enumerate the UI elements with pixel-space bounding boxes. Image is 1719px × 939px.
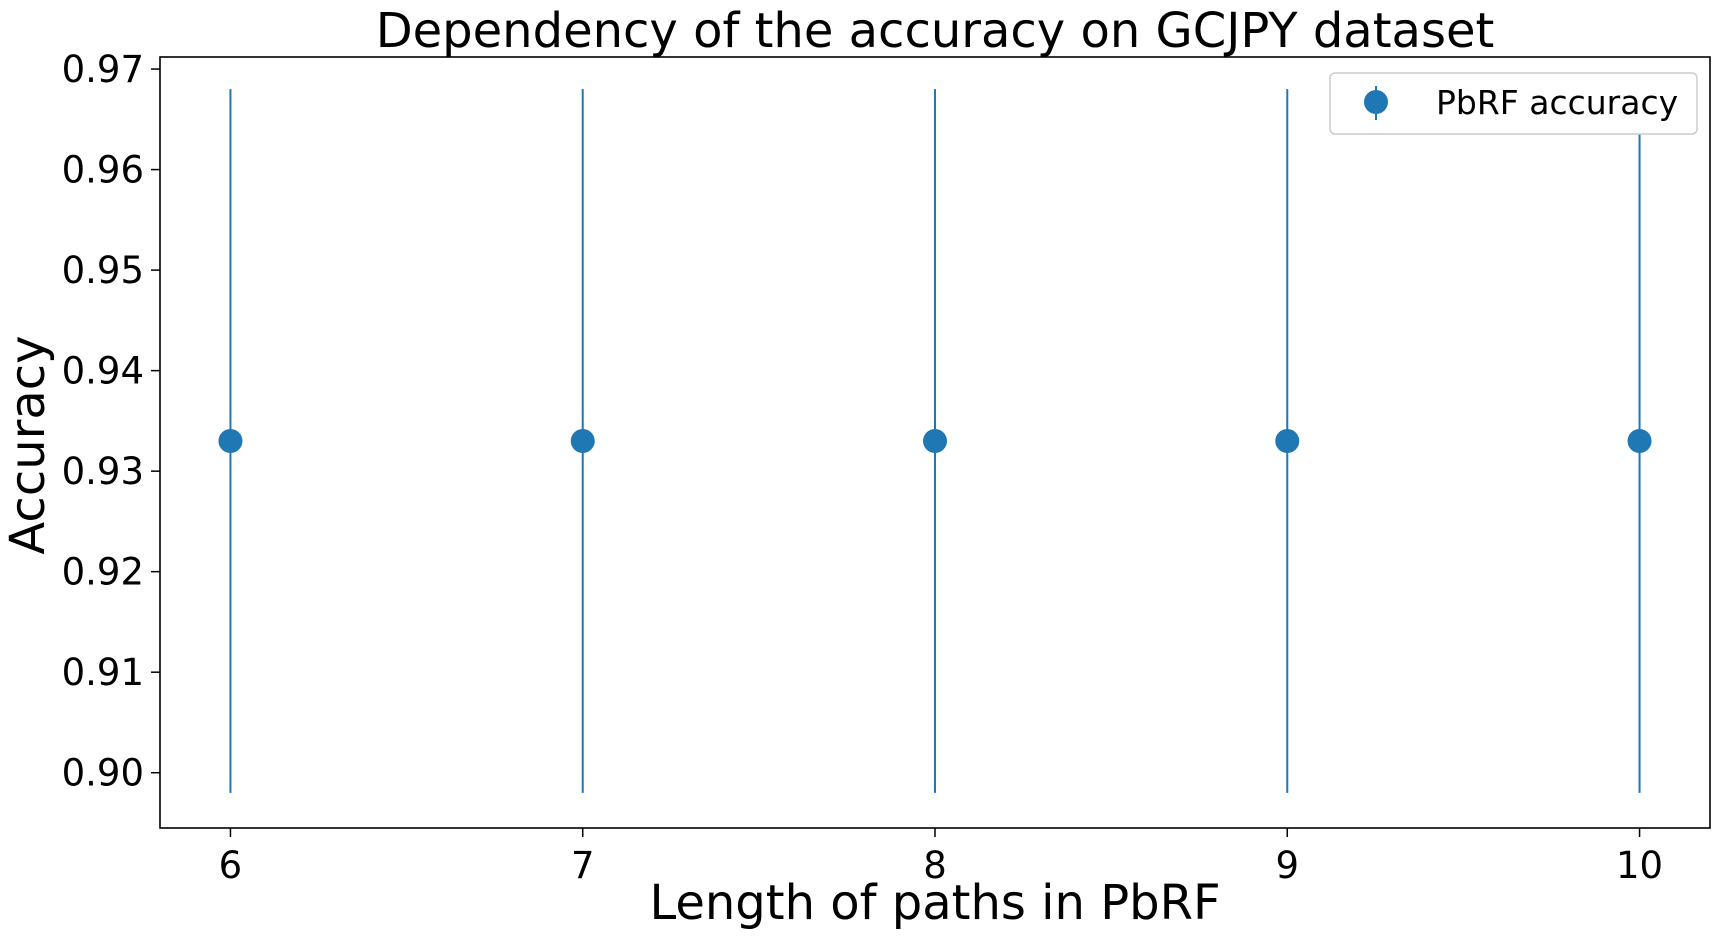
- legend-label: PbRF accuracy: [1436, 83, 1678, 122]
- y-tick-label: 0.92: [62, 551, 144, 594]
- x-tick-label: 9: [1275, 844, 1299, 887]
- x-tick-label: 7: [571, 844, 595, 887]
- y-tick-label: 0.95: [62, 249, 144, 292]
- chart-title: Dependency of the accuracy on GCJPY data…: [376, 3, 1495, 59]
- x-tick-label: 10: [1616, 844, 1663, 887]
- y-axis-label: Accuracy: [0, 335, 56, 554]
- x-axis-label: Length of paths in PbRF: [649, 875, 1220, 931]
- data-point: [218, 428, 243, 453]
- data-point: [923, 428, 947, 453]
- y-tick-label: 0.93: [62, 450, 144, 493]
- plot-frame: [159, 56, 1711, 829]
- legend-point-marker: [1364, 90, 1388, 114]
- y-tick-label: 0.91: [62, 651, 144, 694]
- data-point: [570, 428, 595, 453]
- x-tick-label: 6: [219, 844, 243, 887]
- y-tick-label: 0.90: [62, 752, 144, 795]
- plot-area: 6 7 8 9 10 0.90 0.91 0.92 0.93 0.94 0.95 0.96 0.97: [62, 48, 1663, 887]
- y-tick-label: 0.97: [62, 48, 144, 91]
- legend: PbRF accuracy: [1329, 72, 1698, 135]
- x-tick-label: 8: [923, 844, 947, 887]
- y-tick-label: 0.96: [62, 149, 144, 192]
- legend-box: [1329, 72, 1698, 135]
- data-point: [1275, 428, 1300, 453]
- data-point: [1627, 428, 1652, 453]
- y-tick-label: 0.94: [62, 350, 144, 393]
